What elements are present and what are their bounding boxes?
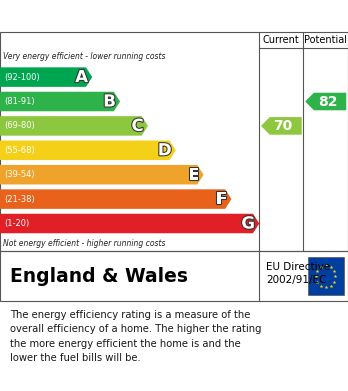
- Text: Energy Efficiency Rating: Energy Efficiency Rating: [10, 9, 232, 24]
- Text: 70: 70: [274, 119, 293, 133]
- Text: (21-38): (21-38): [4, 195, 35, 204]
- Text: D: D: [158, 141, 172, 159]
- Text: 82: 82: [318, 95, 337, 109]
- Text: (81-91): (81-91): [4, 97, 35, 106]
- Polygon shape: [305, 93, 346, 110]
- Polygon shape: [0, 67, 92, 87]
- Text: EU Directive
2002/91/EC: EU Directive 2002/91/EC: [266, 262, 330, 285]
- Text: E: E: [188, 166, 199, 184]
- Polygon shape: [0, 189, 231, 209]
- Text: F: F: [216, 190, 227, 208]
- Text: England & Wales: England & Wales: [10, 267, 188, 285]
- Text: B: B: [103, 93, 116, 111]
- Text: (92-100): (92-100): [4, 73, 40, 82]
- Text: Very energy efficient - lower running costs: Very energy efficient - lower running co…: [3, 52, 166, 61]
- Text: G: G: [241, 215, 255, 233]
- Polygon shape: [0, 116, 148, 136]
- Text: (1-20): (1-20): [4, 219, 30, 228]
- Text: (69-80): (69-80): [4, 121, 35, 131]
- Text: The energy efficiency rating is a measure of the
overall efficiency of a home. T: The energy efficiency rating is a measur…: [10, 310, 262, 363]
- Polygon shape: [0, 214, 259, 233]
- Bar: [308, 257, 343, 295]
- Text: (55-68): (55-68): [4, 146, 35, 155]
- Text: C: C: [132, 117, 144, 135]
- Text: Current: Current: [263, 35, 300, 45]
- Polygon shape: [261, 117, 302, 135]
- Text: Not energy efficient - higher running costs: Not energy efficient - higher running co…: [3, 239, 166, 248]
- Text: A: A: [75, 68, 88, 86]
- Polygon shape: [0, 140, 176, 160]
- Polygon shape: [0, 165, 204, 185]
- Polygon shape: [0, 92, 120, 111]
- Text: Potential: Potential: [304, 35, 347, 45]
- Text: (39-54): (39-54): [4, 170, 35, 179]
